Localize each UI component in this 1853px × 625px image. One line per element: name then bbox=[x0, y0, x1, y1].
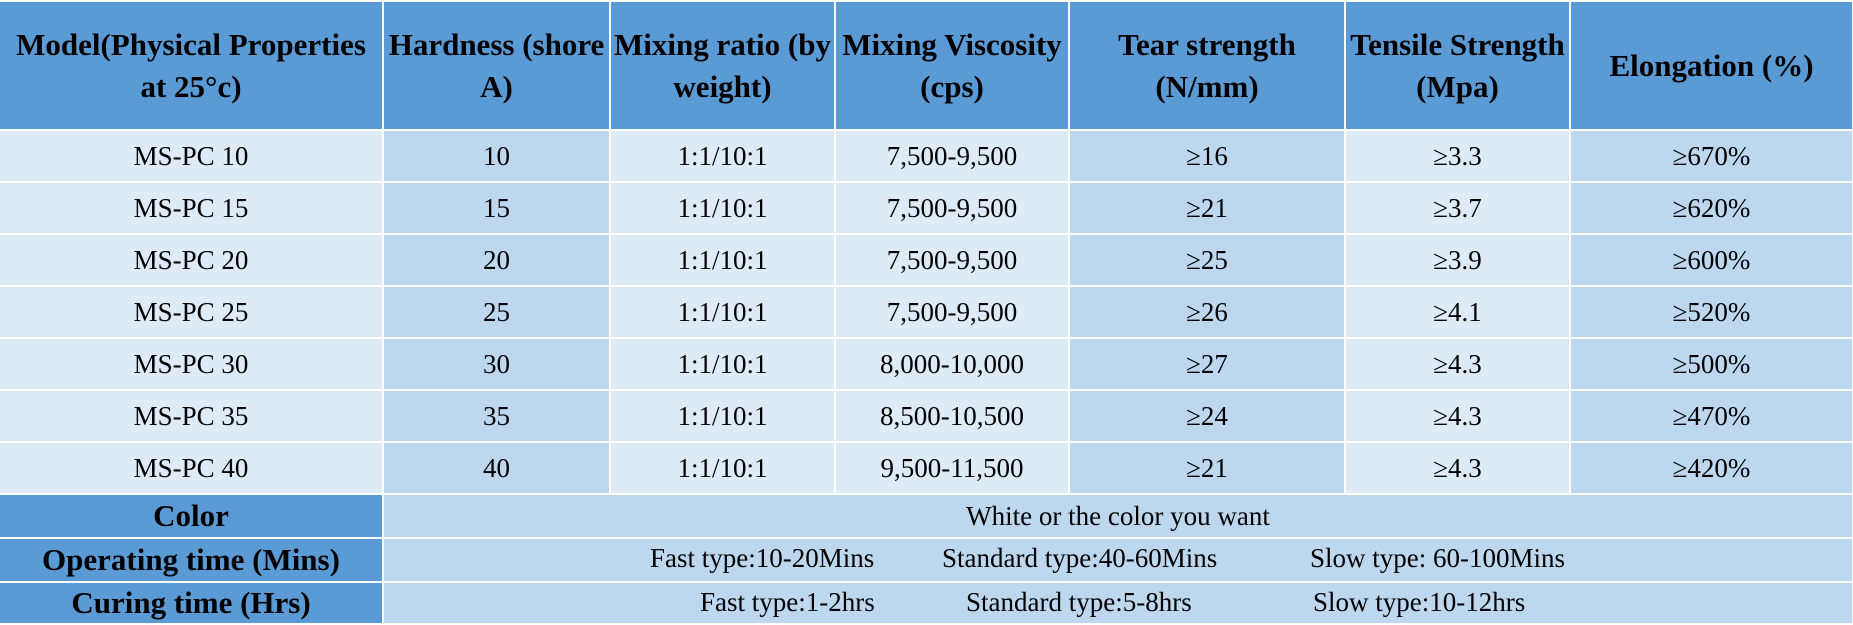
curing-time-label: Curing time (Hrs) bbox=[0, 581, 384, 625]
cell-viscosity: 8,500-10,500 bbox=[834, 389, 1070, 443]
extra-properties: Color White or the color you want Operat… bbox=[0, 493, 1853, 625]
cell-viscosity: 9,500-11,500 bbox=[834, 441, 1070, 495]
cell-mixing-ratio: 1:1/10:1 bbox=[609, 181, 836, 235]
table-row: MS-PC 10 10 1:1/10:1 7,500-9,500 ≥16 ≥3.… bbox=[0, 129, 1853, 183]
curing-time-row: Curing time (Hrs) Fast type:1-2hrs Stand… bbox=[0, 581, 1853, 625]
operating-time-values: Fast type:10-20Mins Standard type:40-60M… bbox=[382, 537, 1853, 583]
cell-mixing-ratio: 1:1/10:1 bbox=[609, 441, 836, 495]
cell-mixing-ratio: 1:1/10:1 bbox=[609, 129, 836, 183]
cell-hardness: 30 bbox=[382, 337, 611, 391]
cell-tensile-strength: ≥3.9 bbox=[1344, 233, 1571, 287]
cell-mixing-ratio: 1:1/10:1 bbox=[609, 337, 836, 391]
cell-elongation: ≥500% bbox=[1569, 337, 1853, 391]
cell-model: MS-PC 40 bbox=[0, 441, 384, 495]
table-row: MS-PC 35 35 1:1/10:1 8,500-10,500 ≥24 ≥4… bbox=[0, 389, 1853, 443]
cell-viscosity: 7,500-9,500 bbox=[834, 233, 1070, 287]
cell-tear-strength: ≥24 bbox=[1068, 389, 1346, 443]
operating-standard: Standard type:40-60Mins bbox=[942, 543, 1218, 573]
cell-tear-strength: ≥26 bbox=[1068, 285, 1346, 339]
cell-viscosity: 7,500-9,500 bbox=[834, 181, 1070, 235]
curing-slow: Slow type:10-12hrs bbox=[1313, 587, 1526, 617]
table-body: MS-PC 10 10 1:1/10:1 7,500-9,500 ≥16 ≥3.… bbox=[0, 129, 1853, 495]
cell-model: MS-PC 20 bbox=[0, 233, 384, 287]
header-mixing-ratio: Mixing ratio (by weight) bbox=[609, 0, 836, 131]
header-tear-strength: Tear strength (N/mm) bbox=[1068, 0, 1346, 131]
cell-tensile-strength: ≥3.3 bbox=[1344, 129, 1571, 183]
cell-model: MS-PC 15 bbox=[0, 181, 384, 235]
table-row: MS-PC 25 25 1:1/10:1 7,500-9,500 ≥26 ≥4.… bbox=[0, 285, 1853, 339]
cell-elongation: ≥670% bbox=[1569, 129, 1853, 183]
curing-time-values: Fast type:1-2hrs Standard type:5-8hrs Sl… bbox=[382, 581, 1853, 625]
operating-slow: Slow type: 60-100Mins bbox=[1310, 543, 1566, 573]
operating-fast: Fast type:10-20Mins bbox=[650, 543, 875, 573]
header-mixing-viscosity: Mixing Viscosity (cps) bbox=[834, 0, 1070, 131]
table-header: Model(Physical Properties at 25°c) Hardn… bbox=[0, 0, 1853, 131]
cell-mixing-ratio: 1:1/10:1 bbox=[609, 285, 836, 339]
cell-hardness: 15 bbox=[382, 181, 611, 235]
cell-tear-strength: ≥21 bbox=[1068, 441, 1346, 495]
cell-elongation: ≥420% bbox=[1569, 441, 1853, 495]
cell-elongation: ≥600% bbox=[1569, 233, 1853, 287]
cell-mixing-ratio: 1:1/10:1 bbox=[609, 389, 836, 443]
cell-mixing-ratio: 1:1/10:1 bbox=[609, 233, 836, 287]
cell-tensile-strength: ≥4.3 bbox=[1344, 337, 1571, 391]
cell-model: MS-PC 35 bbox=[0, 389, 384, 443]
cell-tear-strength: ≥25 bbox=[1068, 233, 1346, 287]
header-model: Model(Physical Properties at 25°c) bbox=[0, 0, 384, 131]
cell-elongation: ≥620% bbox=[1569, 181, 1853, 235]
curing-fast: Fast type:1-2hrs bbox=[700, 587, 875, 617]
table-row: MS-PC 15 15 1:1/10:1 7,500-9,500 ≥21 ≥3.… bbox=[0, 181, 1853, 235]
table-row: MS-PC 40 40 1:1/10:1 9,500-11,500 ≥21 ≥4… bbox=[0, 441, 1853, 495]
cell-viscosity: 7,500-9,500 bbox=[834, 129, 1070, 183]
cell-elongation: ≥470% bbox=[1569, 389, 1853, 443]
cell-tensile-strength: ≥4.3 bbox=[1344, 389, 1571, 443]
cell-model: MS-PC 25 bbox=[0, 285, 384, 339]
curing-standard: Standard type:5-8hrs bbox=[966, 587, 1192, 617]
cell-tensile-strength: ≥4.1 bbox=[1344, 285, 1571, 339]
table-row: MS-PC 30 30 1:1/10:1 8,000-10,000 ≥27 ≥4… bbox=[0, 337, 1853, 391]
cell-model: MS-PC 30 bbox=[0, 337, 384, 391]
cell-tear-strength: ≥21 bbox=[1068, 181, 1346, 235]
color-label: Color bbox=[0, 493, 384, 539]
cell-hardness: 35 bbox=[382, 389, 611, 443]
header-hardness: Hardness (shore A) bbox=[382, 0, 611, 131]
color-value: White or the color you want bbox=[382, 493, 1853, 539]
color-row: Color White or the color you want bbox=[0, 493, 1853, 539]
cell-model: MS-PC 10 bbox=[0, 129, 384, 183]
operating-time-label: Operating time (Mins) bbox=[0, 537, 384, 583]
cell-tear-strength: ≥27 bbox=[1068, 337, 1346, 391]
cell-viscosity: 8,000-10,000 bbox=[834, 337, 1070, 391]
table-row: MS-PC 20 20 1:1/10:1 7,500-9,500 ≥25 ≥3.… bbox=[0, 233, 1853, 287]
cell-hardness: 20 bbox=[382, 233, 611, 287]
cell-hardness: 40 bbox=[382, 441, 611, 495]
cell-hardness: 25 bbox=[382, 285, 611, 339]
cell-hardness: 10 bbox=[382, 129, 611, 183]
header-row: Model(Physical Properties at 25°c) Hardn… bbox=[0, 0, 1853, 131]
cell-viscosity: 7,500-9,500 bbox=[834, 285, 1070, 339]
header-elongation: Elongation (%) bbox=[1569, 0, 1853, 131]
cell-tensile-strength: ≥3.7 bbox=[1344, 181, 1571, 235]
operating-time-row: Operating time (Mins) Fast type:10-20Min… bbox=[0, 537, 1853, 583]
cell-tear-strength: ≥16 bbox=[1068, 129, 1346, 183]
header-tensile-strength: Tensile Strength (Mpa) bbox=[1344, 0, 1571, 131]
cell-elongation: ≥520% bbox=[1569, 285, 1853, 339]
cell-tensile-strength: ≥4.3 bbox=[1344, 441, 1571, 495]
